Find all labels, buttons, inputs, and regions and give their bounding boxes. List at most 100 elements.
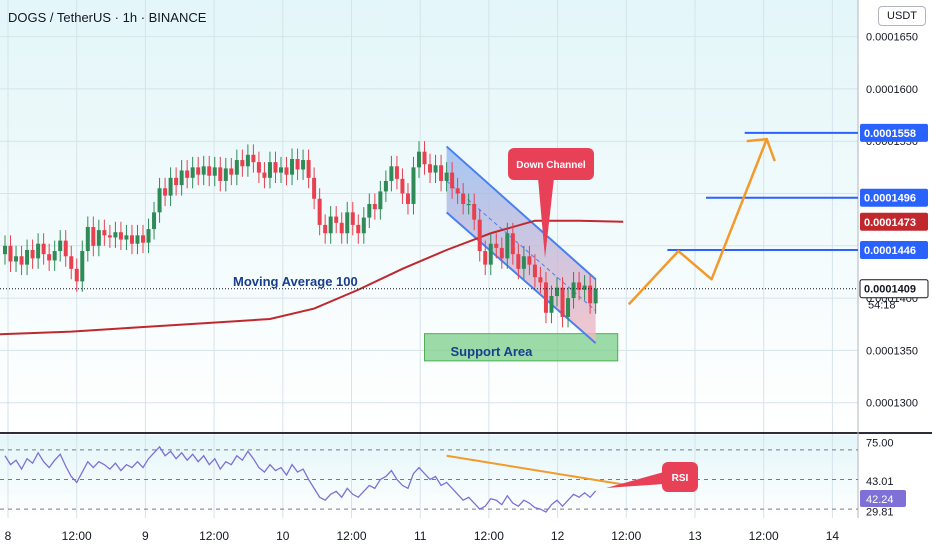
candle-body [328,216,333,234]
candle [19,245,24,276]
candle [135,224,140,255]
channel-upper-line [445,145,597,281]
candle [433,154,438,184]
candle [417,141,421,178]
x-tick-label: 13 [688,529,702,543]
candle-body [367,203,372,218]
price-tag-box [860,212,928,231]
candle-body [63,240,68,257]
candle [439,154,444,192]
x-tick-label: 14 [826,529,840,543]
candle-body [582,285,587,290]
candle-body [383,180,388,192]
candle-body [135,235,140,244]
candle [218,156,223,192]
x-tick-label: 12:00 [611,529,641,543]
candle [411,156,416,215]
candle-body [80,251,85,282]
candle-body [273,162,278,173]
candle [174,167,179,196]
candle [25,239,30,276]
candle [328,206,333,244]
candle-body [505,233,510,259]
candle-body [52,251,57,261]
bar-countdown: 54:18 [868,300,896,312]
candle [234,149,239,186]
candle [52,240,57,271]
candle-body [317,198,322,225]
candle [124,224,129,250]
candle-body [417,151,421,168]
candle-body [483,251,488,265]
candle-body [141,235,145,243]
x-tick-label: 9 [142,529,149,543]
candle [3,235,7,265]
rsi-callout-box [662,462,698,492]
candle-body [345,212,350,234]
candle [477,209,482,262]
candle [96,219,101,257]
price-tag-box [860,240,928,259]
candle-body [571,282,576,299]
candle-body [301,160,306,170]
candle [571,271,576,309]
rsi-pane-background [0,435,858,518]
candle [129,224,134,255]
candle [290,148,295,186]
candle [179,160,184,196]
candle [118,221,123,250]
candle-body [306,160,311,178]
candle [450,162,455,199]
candle-body [267,162,272,178]
candle-body [229,168,234,175]
candle-body [312,177,317,199]
candle-body [74,268,79,282]
currency-badge[interactable]: USDT [878,6,926,26]
candle-body [466,203,471,206]
candle-body [163,188,168,196]
candle [36,233,41,269]
candle-body [19,256,24,265]
candle-body [113,232,118,238]
candle [472,193,477,231]
candle [588,275,593,314]
candle-body [190,167,195,178]
candle [80,240,85,292]
candle-body [290,158,295,175]
support-area [424,333,619,362]
candle-body [207,166,212,176]
candle-body [234,160,239,175]
x-tick-label: 11 [414,529,427,543]
price-tag-label: 0.0001558 [864,128,916,140]
candle-body [3,245,7,255]
candle [30,239,35,269]
candle [267,151,272,189]
candle-body [14,256,19,262]
candle [113,221,118,248]
candle-body [356,224,361,234]
candle [483,240,488,276]
support-area-label: Support Area [451,344,534,359]
x-tick-label: 12:00 [749,529,779,543]
candle [201,155,206,186]
candle-body [168,177,173,196]
candle-body [411,167,416,204]
candle [102,219,107,246]
candle [157,177,162,223]
candle [284,156,289,186]
price-tag-label: 0.0001409 [864,284,916,296]
candle [389,155,394,192]
candle [543,271,548,324]
candle [334,206,339,234]
candle-body [350,212,355,225]
candle-body [129,235,134,244]
candle-body [96,230,101,246]
candle [461,183,466,215]
candle [41,233,46,265]
price-tag-label: 0.0001446 [864,245,916,257]
channel-lower-line [445,211,597,344]
x-tick-label: 12:00 [62,529,92,543]
candle [212,156,217,187]
candle [494,233,499,259]
